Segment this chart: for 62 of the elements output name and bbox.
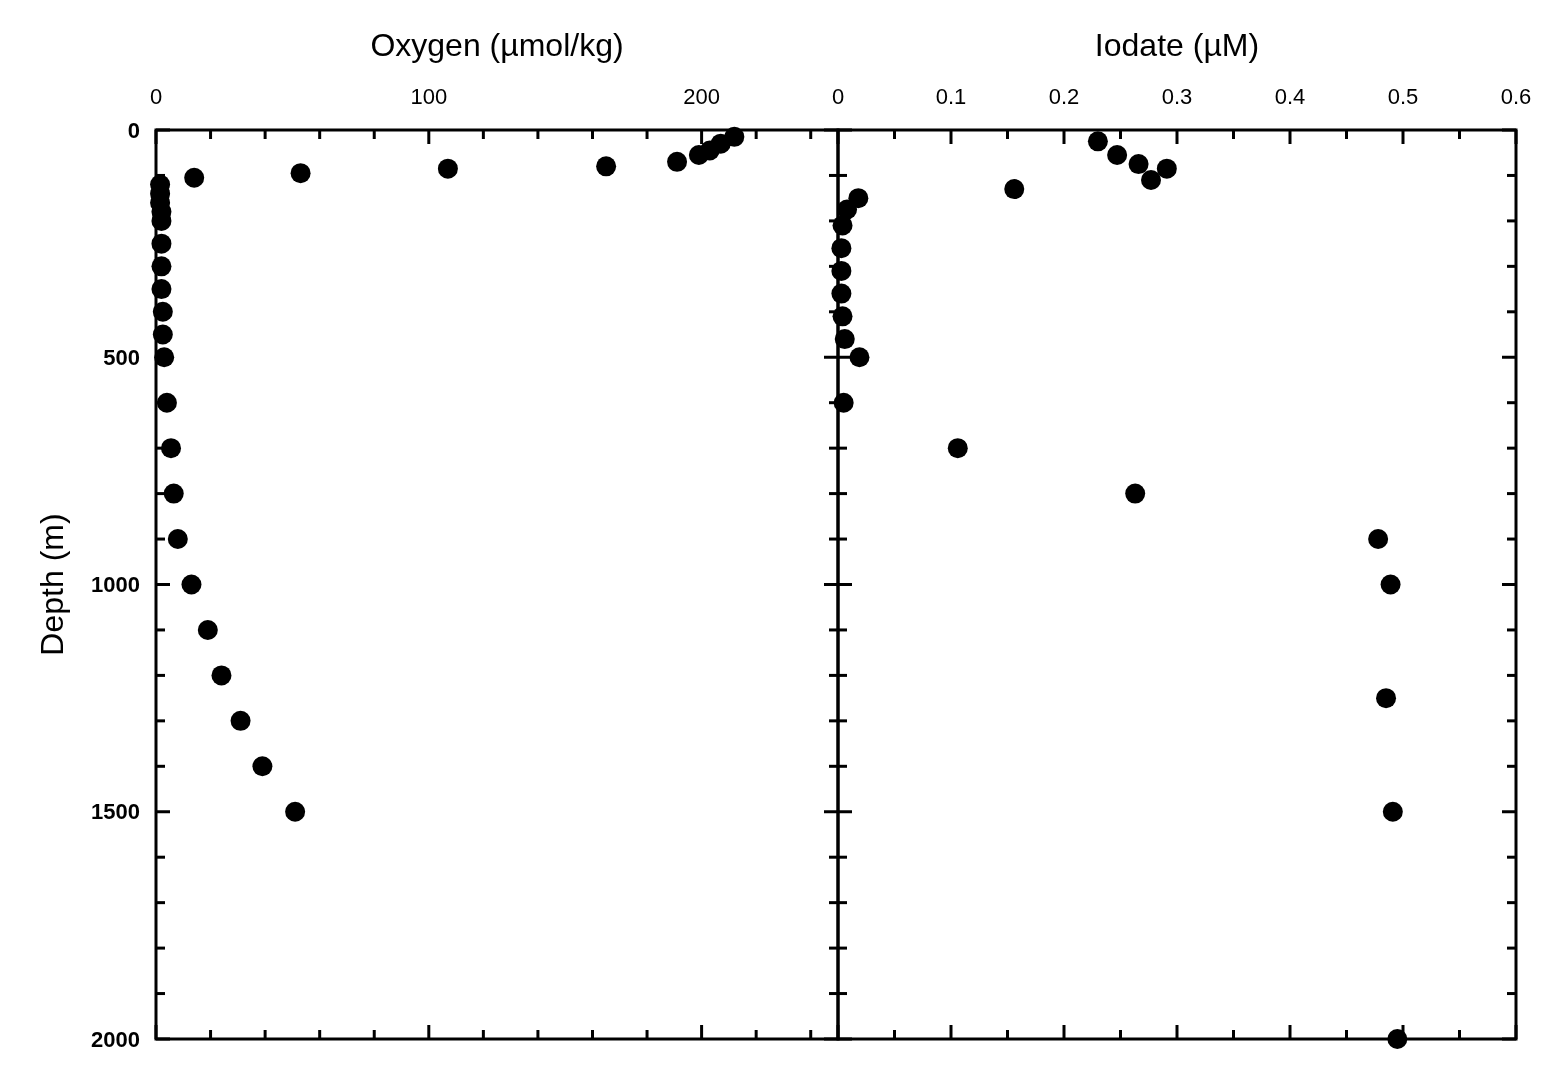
y-tick-label: 500 <box>103 344 140 370</box>
point <box>1376 688 1397 709</box>
point <box>834 329 855 350</box>
point <box>230 710 251 731</box>
point <box>151 256 172 277</box>
point <box>947 438 968 459</box>
point <box>161 438 181 459</box>
point <box>152 324 173 345</box>
x-tick-label: 0.6 <box>1500 84 1532 109</box>
point <box>290 163 311 184</box>
point <box>831 283 852 304</box>
x-tick-label: 0 <box>831 84 845 109</box>
point <box>831 238 852 259</box>
y-tick-label: 0 <box>127 117 140 143</box>
point <box>1387 1029 1408 1049</box>
point <box>667 151 688 172</box>
point <box>151 279 172 300</box>
point <box>151 233 172 254</box>
x-tick-label: 0 <box>149 84 163 109</box>
x-axis-title: Iodate (µM) <box>1094 27 1260 63</box>
point <box>1156 158 1177 179</box>
point <box>1368 529 1389 550</box>
point <box>156 392 177 413</box>
point <box>1107 145 1128 165</box>
point <box>596 156 617 177</box>
y-tick-label: 2000 <box>91 1026 140 1052</box>
point <box>167 529 188 550</box>
point <box>197 619 218 640</box>
point <box>437 158 458 179</box>
point <box>849 347 870 368</box>
x-tick-label: 0.3 <box>1161 84 1193 109</box>
x-tick-label: 200 <box>683 84 720 109</box>
x-tick-label: 0.4 <box>1274 84 1306 109</box>
point <box>1087 131 1108 152</box>
x-tick-label: 0.5 <box>1387 84 1419 109</box>
x-tick-label: 100 <box>410 84 448 109</box>
point <box>1128 154 1149 175</box>
x-axis-title: Oxygen (µmol/kg) <box>370 27 624 63</box>
point <box>152 301 173 322</box>
point <box>832 306 853 327</box>
point <box>837 199 858 220</box>
y-tick-label: 1000 <box>91 572 140 598</box>
point <box>1382 801 1403 822</box>
point <box>211 665 232 686</box>
point <box>184 167 205 188</box>
x-tick-label: 0.2 <box>1048 84 1080 109</box>
point <box>832 215 853 236</box>
point <box>1141 170 1162 190</box>
point <box>1380 574 1401 595</box>
y-tick-label: 1500 <box>91 799 140 825</box>
point <box>154 347 175 368</box>
point <box>1004 179 1025 200</box>
point <box>833 392 854 413</box>
point <box>285 801 306 822</box>
point <box>252 756 273 777</box>
point <box>688 145 709 165</box>
point <box>1125 483 1146 504</box>
point <box>163 483 184 504</box>
point <box>831 260 852 281</box>
y-axis-title: Depth (m) <box>34 513 70 656</box>
x-tick-label: 0.1 <box>935 84 967 109</box>
point <box>181 574 202 595</box>
